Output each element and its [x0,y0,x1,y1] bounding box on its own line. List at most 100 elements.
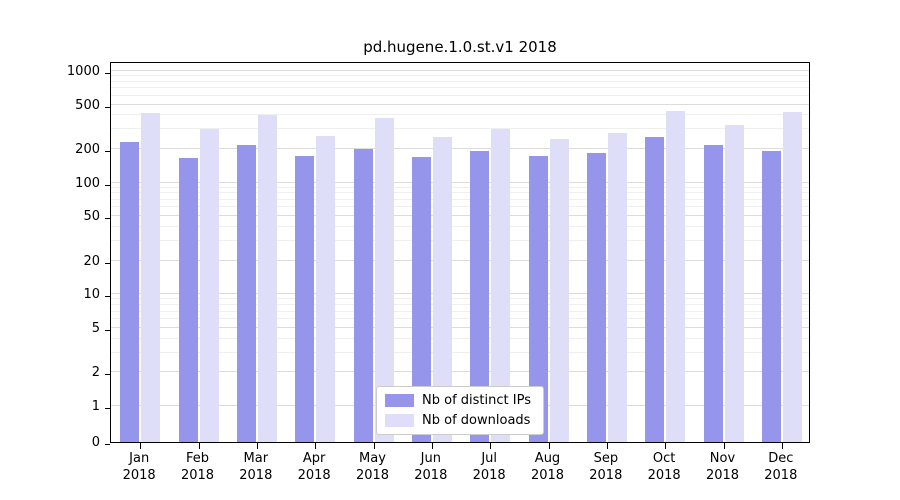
x-tick-label-line: Dec [768,451,794,466]
gridline-minor [111,192,809,194]
legend-item-downloads: Nb of downloads [385,413,531,428]
x-tick-mark [548,443,550,449]
y-axis: 0 1 2 5 10 20 50 100 200 500 1000 [0,62,100,450]
gridline-minor [111,80,809,82]
gridline-major [111,69,809,71]
bar-distinct-ips [703,145,723,442]
x-tick-label-line: Jul [481,451,497,466]
gridline-major [111,147,809,149]
y-tick-mark [105,296,110,298]
x-tick-label-line: 2018 [705,468,740,483]
bar-downloads [724,124,744,442]
bar-distinct-ips [528,156,548,442]
bar-downloads [666,110,686,442]
x-tick-mark [431,443,433,449]
gridline-minor [111,87,809,89]
x-tick-label-line: Sep [593,451,619,466]
chart-title: pd.hugene.1.0.st.v1 2018 [363,38,557,56]
x-tick-label-line: 2018 [764,468,798,483]
bar-distinct-ips [236,145,256,442]
y-tick-label: 2 [91,365,100,381]
x-tick-label: May 2018 [343,450,401,484]
x-tick-label-line: Oct [652,451,676,466]
x-tick-mark [140,443,142,449]
bar-downloads [316,136,336,442]
x-tick-label-line: 2018 [414,468,448,483]
y-tick-label: 1000 [66,63,100,79]
x-tick-mark [781,443,783,449]
gridline-minor [111,206,809,208]
y-tick-mark [105,218,110,220]
x-tick-mark [606,443,608,449]
bar-downloads [549,139,569,442]
x-tick-label-line: Nov [709,451,736,466]
x-tick-label: Oct 2018 [635,450,693,484]
gridline-minor [111,298,809,300]
legend-item-distinct-ips: Nb of distinct IPs [385,393,531,408]
bar-downloads [257,115,277,442]
x-tick-mark [315,443,317,449]
x-tick-label: Jan 2018 [110,450,168,484]
gridline-major [111,215,809,217]
gridline-major [111,259,809,261]
bar-downloads [491,129,511,442]
x-tick-mark [198,443,200,449]
bar-downloads [782,111,802,442]
gridline-minor [111,198,809,200]
bar-distinct-ips [353,148,373,442]
y-tick-mark [105,184,110,186]
y-tick-label: 5 [91,320,100,336]
bar-downloads [432,136,452,442]
y-tick-label: 200 [75,141,100,157]
bar-downloads [199,129,219,442]
x-tick-label: Mar 2018 [227,450,285,484]
gridline-major [111,181,809,183]
x-tick-label-line: Feb [185,451,209,466]
gridline-minor [111,226,809,228]
gridline-major [111,371,809,373]
x-tick-label-line: 2018 [239,468,273,483]
y-tick-label: 100 [75,175,100,191]
y-tick-mark [105,262,110,264]
gridline-minor [111,94,809,96]
gridline-minor [111,128,809,130]
bar-distinct-ips [120,142,140,442]
gridline-minor [111,304,809,306]
x-tick-mark [665,443,667,449]
x-tick-mark [723,443,725,449]
x-tick-label-line: 2018 [122,468,156,483]
gridline-major [111,326,809,328]
x-tick-label-line: 2018 [589,468,623,483]
gridline-minor [111,310,809,312]
x-tick-label: Sep 2018 [577,450,635,484]
legend: Nb of distinct IPs Nb of downloads [376,386,544,435]
bar-distinct-ips [178,158,198,442]
y-tick-mark [105,106,110,108]
x-tick-label-line: Jun [420,451,441,466]
bar-distinct-ips [761,150,781,442]
x-tick-label-line: 2018 [297,468,331,483]
legend-swatch-distinct-ips [385,394,415,407]
bar-downloads [374,117,394,442]
y-tick-mark [105,329,110,331]
x-tick-label: Jun 2018 [402,450,460,484]
bar-distinct-ips [645,137,665,442]
y-tick-mark [105,444,110,445]
y-tick-label: 20 [83,253,100,269]
legend-label-distinct-ips: Nb of distinct IPs [422,393,531,408]
x-tick-label-line: 2018 [355,468,390,483]
gridline-minor [111,240,809,242]
gridline-minor [111,351,809,353]
y-tick-label: 1 [91,399,100,414]
plot-area: Nb of distinct IPs Nb of downloads [105,62,810,449]
y-tick-label: 50 [83,209,100,225]
bar-distinct-ips [586,152,606,442]
x-tick-label: Dec 2018 [752,450,810,484]
gridline-major [111,293,809,295]
x-tick-mark [373,443,375,449]
x-tick-label-line: May [359,451,386,466]
x-tick-label-line: Jan [129,451,150,466]
x-axis: Jan 2018 Feb 2018 Mar 2018 Apr 2018 May 2018 Jun 20… [110,450,810,490]
x-tick-label-line: 2018 [472,468,506,483]
x-tick-mark [490,443,492,449]
